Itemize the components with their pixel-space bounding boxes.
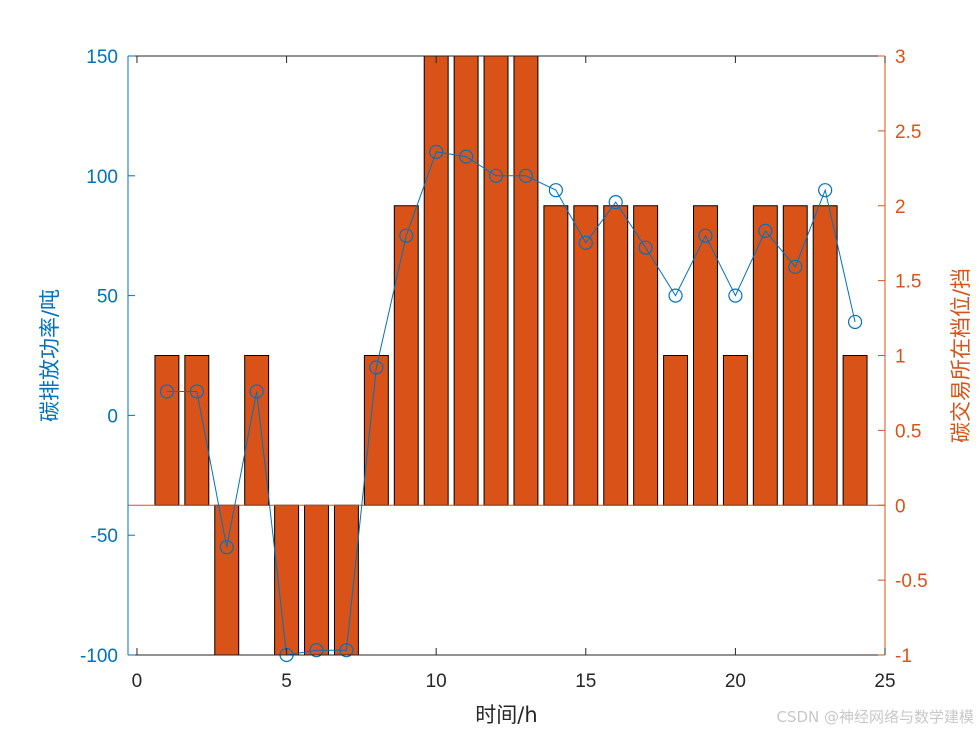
line-marker-21: [758, 223, 773, 239]
x-tick-label-0: 0: [132, 671, 143, 692]
y-right-tick-label-1: 1: [895, 347, 906, 368]
bar-18: [663, 355, 689, 506]
bar-24: [842, 355, 868, 506]
line-marker-17: [638, 240, 653, 255]
line-marker-12: [488, 168, 504, 183]
y-right-tick-label-3: 3: [895, 47, 906, 68]
line-marker-1: [159, 384, 174, 399]
line-marker-3: [219, 540, 234, 555]
bar-12: [483, 55, 509, 506]
y-right-tick-label-2.5: 2.5: [895, 122, 921, 143]
bar-19: [693, 205, 718, 506]
bar-16: [603, 205, 629, 506]
line-marker-10: [429, 144, 444, 159]
bar-11: [453, 55, 479, 506]
y-axis-left-label: 碳排放功率/吨: [38, 289, 62, 422]
y-right-tick-label-1.5: 1.5: [895, 272, 921, 293]
line-marker-13: [518, 168, 534, 183]
emission-line: [166, 151, 856, 656]
line-marker-16: [608, 195, 623, 210]
x-tick-label-10: 10: [426, 671, 447, 692]
line-marker-20: [728, 288, 743, 303]
bar-4: [244, 355, 270, 506]
y-right-tick-label-0: 0: [895, 496, 906, 517]
bar-6: [304, 504, 329, 656]
line-marker-11: [459, 149, 474, 164]
bar-22: [782, 205, 808, 506]
bar-1: [154, 355, 180, 506]
y-right-tick-label--1: -1: [895, 646, 912, 667]
bar-3: [214, 504, 240, 656]
line-marker-24: [847, 314, 863, 330]
y-right-tick-label-2: 2: [895, 197, 906, 218]
line-marker-9: [399, 228, 414, 243]
bar-9: [393, 205, 419, 506]
bar-23: [812, 205, 838, 506]
y-left-tick-label-150: 150: [86, 47, 118, 68]
line-marker-14: [548, 183, 563, 198]
axes: [127, 55, 886, 656]
line-marker-7: [339, 643, 354, 658]
y-axis-right-label: 碳交易所在档位/挡: [949, 268, 973, 443]
line-marker-22: [788, 259, 803, 274]
bar-13: [513, 55, 539, 506]
x-axis-label: 时间/h: [475, 703, 537, 727]
bar-2: [184, 355, 210, 506]
y-left-tick-label-50: 50: [97, 287, 118, 308]
bar-10: [423, 55, 449, 506]
y-left-tick-label-0: 0: [107, 406, 118, 427]
x-tick-label-20: 20: [725, 671, 746, 692]
y-right-tick-label--0.5: -0.5: [895, 571, 928, 592]
line-marker-8: [369, 360, 384, 375]
x-tick-label-5: 5: [281, 671, 292, 692]
y-left-tick-label--100: -100: [80, 646, 118, 667]
bar-15: [573, 205, 599, 506]
x-tick-label-25: 25: [874, 671, 895, 692]
bar-17: [633, 205, 659, 506]
line-marker-19: [698, 228, 713, 243]
bar-series: [128, 55, 885, 656]
x-tick-label-15: 15: [575, 671, 596, 692]
line-marker-15: [578, 235, 593, 250]
tick-labels: 0 5 10 15 20 25 -100 -50 0 50 100 150 -1 -0.5 0 0.5 1 1.5…: [80, 47, 928, 692]
bar-21: [752, 205, 778, 506]
line-marker-23: [818, 183, 833, 198]
line-marker-4: [249, 384, 264, 399]
bar-7: [333, 504, 359, 656]
line-marker-6: [309, 643, 324, 658]
line-marker-18: [668, 288, 683, 303]
line-marker-2: [189, 384, 204, 399]
watermark: CSDN @神经网络与数学建模: [776, 708, 974, 726]
bar-20: [722, 355, 748, 506]
y-right-tick-label-0.5: 0.5: [895, 421, 921, 442]
y-left-tick-label--50: -50: [91, 526, 118, 547]
y-left-tick-label-100: 100: [86, 167, 118, 188]
bar-14: [543, 205, 569, 506]
bar-8: [363, 355, 389, 506]
